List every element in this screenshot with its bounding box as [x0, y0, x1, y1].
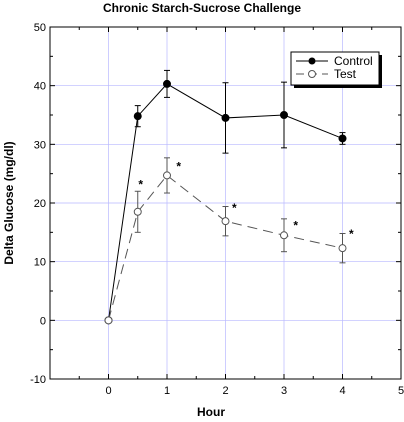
significance-marker: *	[293, 218, 298, 232]
annotation-layer: * * * * *	[138, 160, 354, 241]
x-tick-label: 3	[281, 385, 287, 397]
x-tick-label: 2	[222, 385, 228, 397]
x-axis-label: Hour	[197, 405, 225, 419]
significance-marker: *	[176, 160, 181, 174]
legend: Control Test	[290, 51, 382, 88]
x-tick-label: 0	[105, 385, 111, 397]
y-tick-label: 40	[34, 81, 46, 93]
y-tick-label: 50	[34, 22, 46, 34]
data-point-test	[163, 171, 171, 180]
data-point-test	[221, 217, 230, 226]
series-line-test	[108, 174, 343, 321]
data-point-test	[338, 244, 347, 253]
legend-control-marker	[308, 57, 316, 65]
y-tick-label: -10	[30, 374, 46, 386]
data-point-test	[133, 207, 142, 216]
axes: -10 0 10 20 30 40 50 0 1 2 3 4 5	[30, 22, 404, 397]
significance-marker: *	[232, 201, 237, 215]
legend-shadow	[379, 55, 382, 88]
y-tick-label: 10	[34, 257, 46, 269]
series-layer	[104, 69, 347, 325]
y-axis-label: Delta Glucose (mg/dl)	[2, 141, 16, 264]
legend-shadow-bottom	[294, 85, 382, 88]
x-tick-label: 1	[164, 385, 170, 397]
legend-test-label: Test	[334, 67, 357, 81]
data-point-test	[104, 316, 113, 325]
x-tick-label: 5	[398, 385, 404, 397]
data-point-test	[280, 231, 288, 240]
y-tick-label: 0	[40, 315, 46, 327]
legend-box	[290, 51, 380, 86]
significance-marker: *	[349, 227, 354, 241]
chart-title: Chronic Starch-Sucrose Challenge	[103, 1, 301, 15]
y-tick-label: 30	[34, 139, 46, 151]
data-point-control	[338, 134, 347, 143]
significance-marker: *	[138, 177, 143, 191]
series-line-control	[108, 83, 343, 321]
data-point-control	[163, 79, 171, 88]
legend-control-label: Control	[334, 54, 373, 68]
y-tick-label: 20	[34, 198, 46, 210]
x-tick-label: 4	[339, 385, 345, 397]
data-point-control	[280, 111, 288, 119]
data-point-control	[221, 113, 230, 122]
legend-test-marker	[308, 70, 316, 78]
data-point-control	[133, 112, 142, 121]
